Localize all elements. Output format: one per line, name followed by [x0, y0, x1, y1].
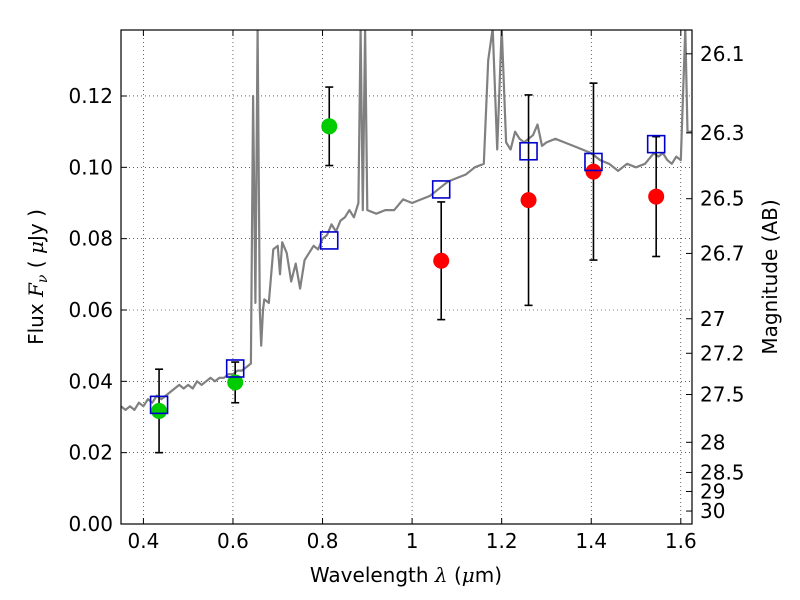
x-axis-title-text: Wavelength [310, 563, 435, 587]
x-tick-label: 1 [406, 529, 419, 553]
y-axis-title: Flux Fν ( μJy ) [24, 209, 51, 345]
photometry-point [433, 252, 450, 269]
x-axis-lambda-symbol: λ [434, 563, 448, 587]
x-axis-unit: m) [475, 563, 502, 587]
y-axis-f-symbol: F [24, 282, 48, 298]
spectrum-line [121, 30, 692, 411]
x-tick-label: 1.4 [575, 529, 607, 553]
ticks: 0.4 0.6 0.8 1 1.2 1.4 1.6 0.00 0.02 0.04 0.06 0.08 0… [68, 30, 745, 553]
mag-tick-label: 28.5 [700, 460, 745, 484]
x-tick-label: 0.8 [307, 529, 339, 553]
y2-axis-title: Magnitude (AB) [758, 199, 782, 354]
y-tick-label: 0.12 [68, 84, 113, 108]
mag-tick-label: 26.3 [700, 121, 745, 145]
photometry-point [321, 118, 338, 135]
x-tick-label: 1.2 [486, 529, 518, 553]
x-tick-label: 0.6 [217, 529, 249, 553]
y-tick-label: 0.04 [68, 369, 113, 393]
y-axis-nu-subscript: ν [35, 274, 51, 283]
y-axis-title-text: Flux [24, 297, 48, 345]
y-tick-label: 0.08 [68, 227, 113, 251]
model-square [319, 231, 339, 250]
y-axis-mu-symbol: μ [24, 241, 48, 254]
x-axis-title-paren: ( [448, 563, 462, 587]
model-square [584, 152, 603, 172]
plot-background [121, 30, 692, 524]
photometry-point [585, 163, 602, 180]
y-tick-label: 0.00 [68, 512, 113, 536]
plot-frame [120, 29, 693, 525]
mag-tick-label: 27.5 [700, 382, 745, 406]
photometry-point [648, 188, 665, 205]
y-tick-label: 0.02 [68, 441, 113, 465]
model-square [519, 141, 538, 161]
model-square [431, 180, 451, 199]
data-area [121, 30, 692, 454]
mag-tick-label: 27.2 [700, 341, 745, 365]
mag-tick-label: 26.1 [700, 42, 745, 66]
x-tick-label: 1.6 [665, 529, 697, 553]
mag-tick-label: 29 [700, 479, 725, 503]
x-axis-title: Wavelength λ (μm) [310, 563, 502, 587]
model-square [225, 359, 245, 378]
y-tick-label: 0.06 [68, 298, 113, 322]
mag-tick-label: 26.7 [700, 241, 745, 265]
x-axis-mu-symbol: μ [462, 563, 475, 587]
mag-tick-label: 27 [700, 307, 725, 331]
y-tick-label: 0.10 [68, 155, 113, 179]
mag-tick-label: 30 [700, 499, 725, 523]
x-tick-label: 0.4 [127, 529, 159, 553]
model-square [646, 134, 666, 154]
model-square [149, 395, 169, 415]
mag-tick-label: 26.5 [700, 187, 745, 211]
photometry-point [227, 374, 244, 391]
y-axis-title-paren: ( [24, 254, 48, 275]
photometry-point [151, 402, 168, 419]
y-axis-unit: Jy ) [24, 209, 48, 243]
mag-tick-label: 28 [700, 430, 725, 454]
photometry-point [520, 192, 537, 209]
